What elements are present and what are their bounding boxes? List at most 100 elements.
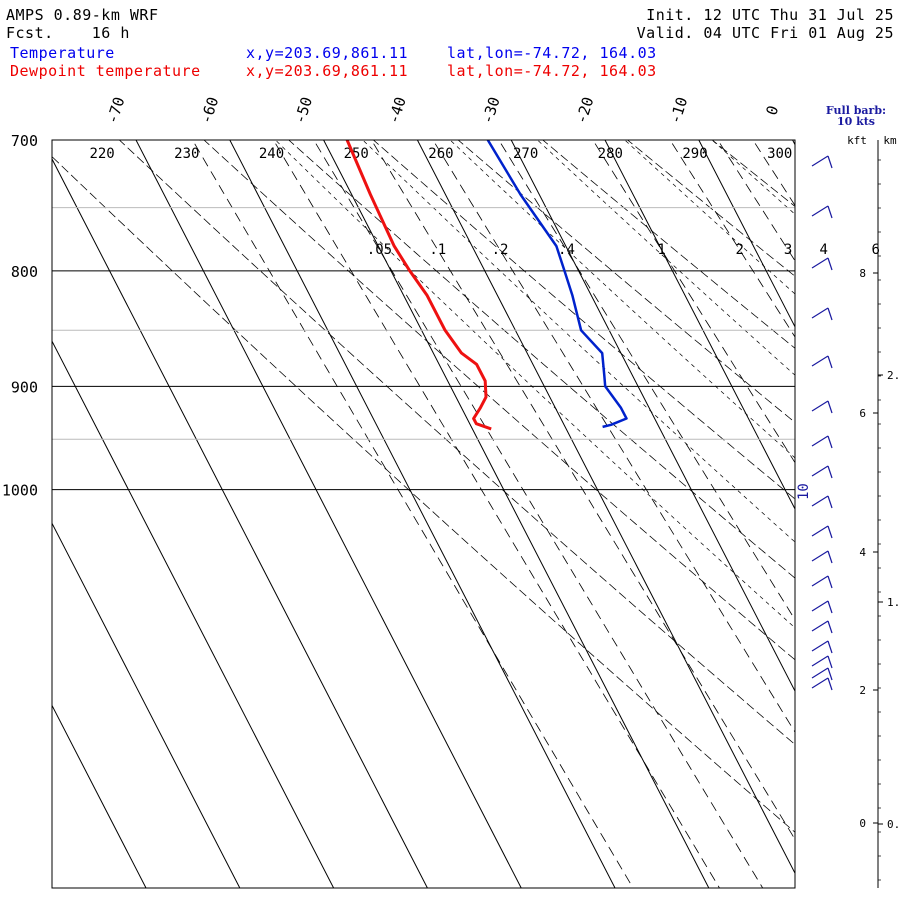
wind-barb-5 [811, 400, 829, 412]
isotherm-label-0: 0 [762, 103, 782, 117]
temperature-profile [486, 140, 628, 429]
dry-adiabat-label-260: 260 [428, 146, 453, 162]
moist-adiabat-288 [711, 140, 795, 215]
mixing-ratio-line-3 [717, 140, 795, 262]
dry-adiabat-213 [52, 156, 795, 833]
wind-barb-2 [811, 257, 829, 269]
pressure-label-700: 700 [11, 132, 38, 150]
isotherm--70 [135, 140, 522, 888]
wind-barb-6 [811, 435, 829, 447]
isotherm--110 [52, 704, 147, 888]
dry-adiabat-label-290: 290 [682, 146, 707, 162]
isotherm-label--20: -20 [572, 95, 597, 126]
isotherm--20 [604, 140, 795, 511]
dry-adiabat-label-270: 270 [513, 146, 538, 162]
wind-barb-flag-11 [827, 575, 833, 589]
dry-adiabat-label-240: 240 [259, 146, 284, 162]
wind-barb-flag-4 [827, 355, 833, 369]
km-label-2: 0. [887, 818, 900, 831]
mixing-ratio-line-6 [798, 130, 900, 898]
wind-barb-15 [811, 655, 829, 667]
mixing-ratio-label-4: 1 [657, 242, 665, 258]
kft-label-4: 4 [859, 546, 866, 559]
isotherm--100 [52, 522, 241, 888]
kft-label-2: 2 [859, 684, 866, 697]
dry-adiabat-263 [457, 140, 795, 423]
isotherm--30 [510, 140, 795, 693]
full-barb-speed: 10 kts [837, 115, 875, 128]
wind-barb-flag-8 [827, 495, 833, 509]
mixing-ratio-label-6: 3 [784, 242, 792, 258]
isotherm--90 [52, 340, 335, 888]
isotherms [52, 140, 795, 888]
sounding-profiles [345, 140, 628, 431]
moist-adiabat-268 [536, 140, 795, 376]
moist-adiabat-238 [274, 140, 795, 629]
dry-adiabat-283 [626, 140, 795, 277]
wind-barb-3 [811, 307, 829, 319]
wind-barb-column: Full barb: 10 kts 10 [796, 104, 886, 691]
temperature-xy: x,y=203.69,861.11 [246, 44, 409, 62]
isotherm--50 [323, 140, 710, 888]
wind-barb-4 [811, 355, 829, 367]
mixing-ratio-line-0.01 [192, 140, 634, 888]
full-barb-note: Full barb: [826, 104, 886, 117]
mixing-ratio-line-0.2 [432, 140, 795, 733]
mixing-ratio-label-5: 2 [736, 242, 744, 258]
wind-barb-flag-1 [827, 205, 833, 219]
km-label-0: 2. [887, 369, 900, 382]
moist-adiabat-258 [449, 140, 795, 459]
kft-label-8: 8 [859, 267, 866, 280]
moist-adiabat-298 [788, 130, 900, 898]
isotherm--10 [698, 140, 795, 328]
wind-barb-0 [811, 155, 829, 167]
wind-barb-flag-13 [827, 620, 833, 634]
wind-barb-flag-14 [827, 640, 833, 654]
pressure-label-1000: 1000 [2, 482, 38, 500]
wind-barb-1 [811, 205, 829, 217]
wind-barb-flag-15 [827, 655, 833, 669]
mixing-ratio-lines [192, 130, 900, 898]
wind-barb-10 [811, 550, 829, 562]
wind-barb-flag-2 [827, 257, 833, 271]
dry-adiabat-label-280: 280 [598, 146, 623, 162]
dewpoint-xy: x,y=203.69,861.11 [246, 62, 409, 80]
mixing-ratio-label-1: .1 [429, 242, 446, 258]
km-axis-title: km [883, 134, 897, 147]
mixing-ratio-line-1 [592, 140, 795, 464]
isotherm--40 [416, 140, 795, 875]
model-title: AMPS 0.89-km WRF [6, 6, 159, 24]
dry-adiabat-303 [784, 130, 900, 898]
wind-barb-flag-9 [827, 525, 833, 539]
dewpoint-profile [345, 140, 492, 431]
mixing-ratio-label-0: .05 [367, 242, 392, 258]
wind-barb-flag-10 [827, 550, 833, 564]
dry-adiabats [52, 130, 900, 898]
wind-barb-flag-3 [827, 307, 833, 321]
isotherm-label--10: -10 [666, 95, 691, 126]
pressure-label-800: 800 [11, 263, 38, 281]
mixing-ratio-line-0.1 [370, 140, 795, 841]
temperature-latlon: lat,lon=-74.72, 164.03 [447, 44, 657, 62]
wind-speed-label: 10 [796, 483, 812, 500]
dry-adiabat-label-220: 220 [89, 146, 114, 162]
isotherm--80 [52, 157, 428, 888]
wind-barb-flag-6 [827, 435, 833, 449]
wind-barb-flag-7 [827, 465, 833, 479]
km-label-1: 1. [887, 596, 900, 609]
forecast-hour: Fcst. 16 h [6, 24, 130, 42]
pressure-label-900: 900 [11, 378, 38, 396]
dry-adiabat-233 [203, 140, 795, 661]
wind-barb-8 [811, 495, 829, 507]
isotherm--120 [52, 886, 53, 888]
wind-barb-9 [811, 525, 829, 537]
isotherm-0 [792, 140, 795, 146]
temperature-legend: Temperature [10, 44, 115, 62]
wind-barb-13 [811, 620, 829, 632]
moist-adiabat-248 [362, 140, 795, 543]
isotherm-label--50: -50 [291, 95, 316, 126]
dry-adiabat-label-300: 300 [767, 146, 792, 162]
mixing-ratio-label-3: .4 [558, 242, 575, 258]
